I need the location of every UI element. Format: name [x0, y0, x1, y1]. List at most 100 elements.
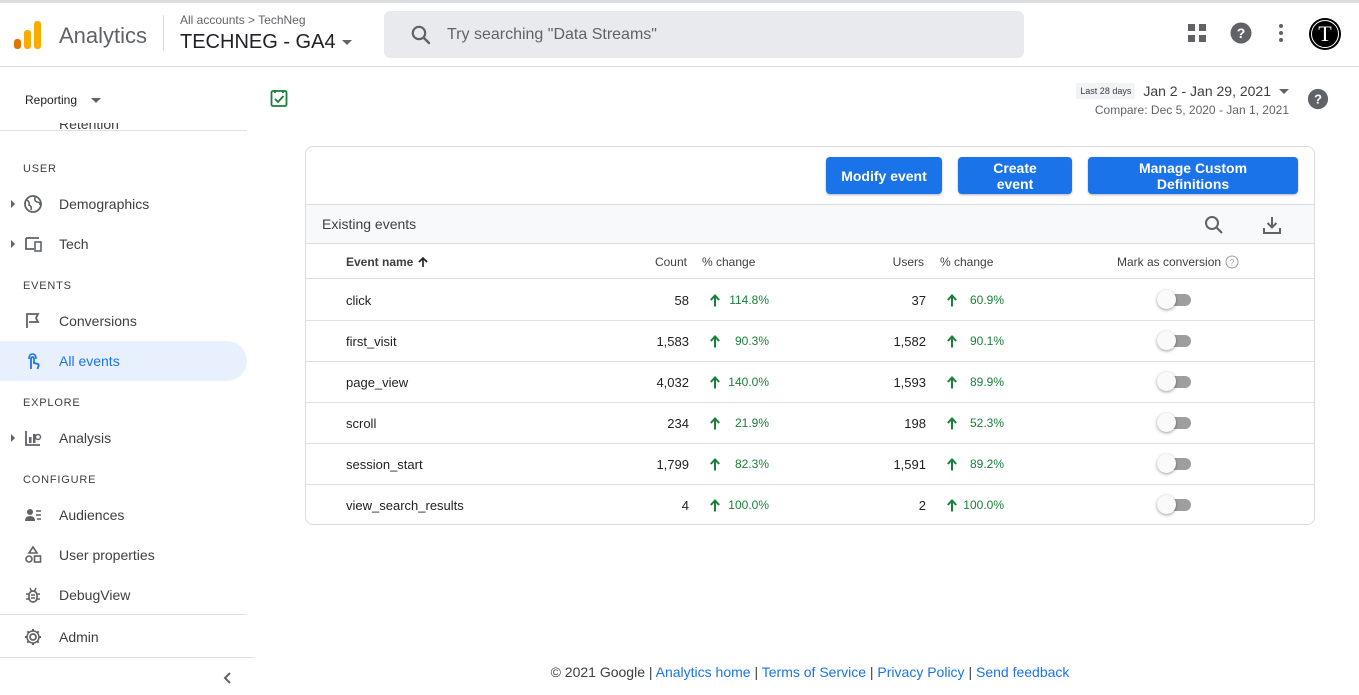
event-name-cell[interactable]: scroll [346, 416, 377, 431]
event-name-cell[interactable]: click [346, 293, 372, 308]
app-name: Analytics [59, 23, 148, 48]
event-name-column-header[interactable]: Event name [346, 255, 429, 269]
sidebar-item-admin[interactable]: Admin [0, 617, 247, 657]
arrow-up-icon [947, 457, 957, 470]
table-row[interactable]: session_start 1,799 82.3% 1,591 89.2% [306, 444, 1314, 485]
apps-grid-icon[interactable] [1185, 21, 1209, 45]
sidebar-item-label: Demographics [59, 196, 150, 212]
saved-report-icon[interactable] [269, 88, 289, 108]
search-icon[interactable] [1203, 214, 1225, 236]
dropdown-arrow-icon [1279, 88, 1289, 94]
users-cell: 1,591 [893, 457, 926, 472]
users-column-header[interactable]: Users [892, 255, 924, 269]
section-configure: CONFIGURE [23, 474, 97, 486]
create-event-button[interactable]: Create event [958, 157, 1072, 194]
users-change-column-header[interactable]: % change [940, 255, 994, 269]
footer-separator: | [968, 664, 973, 680]
table-row[interactable]: first_visit 1,583 90.3% 1,582 90.1% [306, 321, 1314, 362]
sidebar-item-retention-partial[interactable]: Retention [24, 123, 124, 131]
property-selector[interactable]: TECHNEG - GA4 [180, 31, 352, 54]
table-row[interactable]: click 58 114.8% 37 60.9% [306, 280, 1314, 321]
event-name-cell[interactable]: first_visit [346, 334, 397, 349]
terms-of-service-link[interactable]: Terms of Service [761, 664, 866, 680]
reporting-selector[interactable]: Reporting [25, 93, 102, 107]
modify-event-button[interactable]: Modify event [826, 157, 942, 194]
sidebar-item-label: User properties [59, 547, 155, 563]
search-icon [411, 25, 431, 44]
conversion-toggle[interactable] [1157, 331, 1193, 350]
column-label: Event name [346, 255, 414, 269]
search-input[interactable] [447, 25, 1007, 44]
shapes-icon [25, 545, 42, 563]
dropdown-arrow-icon [91, 97, 102, 103]
more-vert-icon[interactable] [1269, 21, 1293, 45]
toggle-knob [1157, 413, 1176, 432]
count-cell: 4,032 [656, 375, 689, 390]
date-range-row[interactable]: Last 28 days Jan 2 - Jan 29, 2021 [1076, 83, 1289, 99]
send-feedback-link[interactable]: Send feedback [975, 664, 1070, 680]
sidebar-item-debugview[interactable]: DebugView [0, 575, 247, 615]
expand-caret-icon[interactable] [11, 434, 15, 442]
date-range: Jan 2 - Jan 29, 2021 [1143, 83, 1271, 99]
table-row[interactable]: scroll 234 21.9% 198 52.3% [306, 403, 1314, 444]
count-column-header[interactable]: Count [654, 255, 687, 269]
gear-icon [25, 629, 41, 645]
analysis-icon [25, 431, 42, 446]
conversion-toggle[interactable] [1157, 372, 1193, 391]
arrow-up-icon [710, 416, 720, 429]
change-value: 21.9% [734, 416, 769, 430]
divider [0, 614, 247, 615]
sidebar-item-label: All events [59, 353, 120, 369]
collapse-sidebar-icon[interactable] [220, 670, 236, 686]
sidebar-item-tech[interactable]: Tech [0, 224, 247, 264]
toggle-knob [1157, 331, 1176, 350]
search-bar[interactable] [384, 11, 1024, 58]
arrow-up-icon [947, 498, 957, 511]
conversion-toggle[interactable] [1157, 290, 1193, 309]
analytics-logo-icon[interactable] [14, 19, 42, 49]
sidebar-item-label: Admin [59, 629, 99, 645]
event-name-cell[interactable]: session_start [346, 457, 423, 472]
account-breadcrumb[interactable]: All accounts > TechNeg [180, 13, 306, 27]
sidebar-item-label: Conversions [59, 313, 137, 329]
count-change-cell: 100.0% [709, 498, 769, 512]
date-range-selector[interactable]: Last 28 days Jan 2 - Jan 29, 2021 Compar… [1076, 83, 1289, 117]
divider [0, 657, 255, 658]
help-icon[interactable]: ? [1307, 88, 1329, 110]
arrow-up-icon [947, 334, 957, 347]
event-name-cell[interactable]: page_view [346, 375, 409, 390]
expand-caret-icon[interactable] [11, 200, 15, 208]
conversion-toggle[interactable] [1157, 454, 1193, 473]
table-row[interactable]: view_search_results 4 100.0% 2 100.0% [306, 485, 1314, 524]
count-cell: 1,583 [656, 334, 689, 349]
download-icon[interactable] [1261, 214, 1283, 236]
expand-caret-icon[interactable] [11, 240, 15, 248]
analytics-home-link[interactable]: Analytics home [655, 664, 751, 680]
privacy-policy-link[interactable]: Privacy Policy [877, 664, 965, 680]
event-name-cell[interactable]: view_search_results [346, 498, 464, 513]
sidebar-item-audiences[interactable]: Audiences [0, 495, 247, 535]
users-change-cell: 100.0% [946, 498, 1004, 512]
sidebar-item-analysis[interactable]: Analysis [0, 418, 247, 458]
events-card: Modify event Create event Manage Custom … [305, 146, 1315, 525]
manage-custom-definitions-button[interactable]: Manage Custom Definitions [1088, 157, 1298, 194]
help-icon[interactable]: ? [1229, 21, 1253, 45]
toggle-knob [1157, 495, 1176, 514]
help-outline-icon[interactable]: ? [1225, 255, 1239, 269]
count-change-column-header[interactable]: % change [702, 255, 756, 269]
sidebar-item-all-events[interactable]: All events [0, 341, 247, 381]
flag-icon [26, 313, 40, 328]
section-explore: EXPLORE [23, 397, 81, 409]
arrow-up-icon [947, 293, 957, 306]
touch-icon [28, 353, 40, 370]
account-avatar[interactable]: T [1309, 18, 1341, 50]
conversion-toggle[interactable] [1157, 495, 1193, 514]
conversion-toggle[interactable] [1157, 413, 1193, 432]
sidebar-item-conversions[interactable]: Conversions [0, 301, 247, 341]
sidebar-item-demographics[interactable]: Demographics [0, 184, 247, 224]
section-events: EVENTS [23, 280, 72, 292]
sidebar: Reporting Retention USER Demographics Te… [0, 68, 255, 695]
table-row[interactable]: page_view 4,032 140.0% 1,593 89.9% [306, 362, 1314, 403]
sidebar-item-user-properties[interactable]: User properties [0, 535, 247, 575]
bug-icon [26, 587, 40, 603]
